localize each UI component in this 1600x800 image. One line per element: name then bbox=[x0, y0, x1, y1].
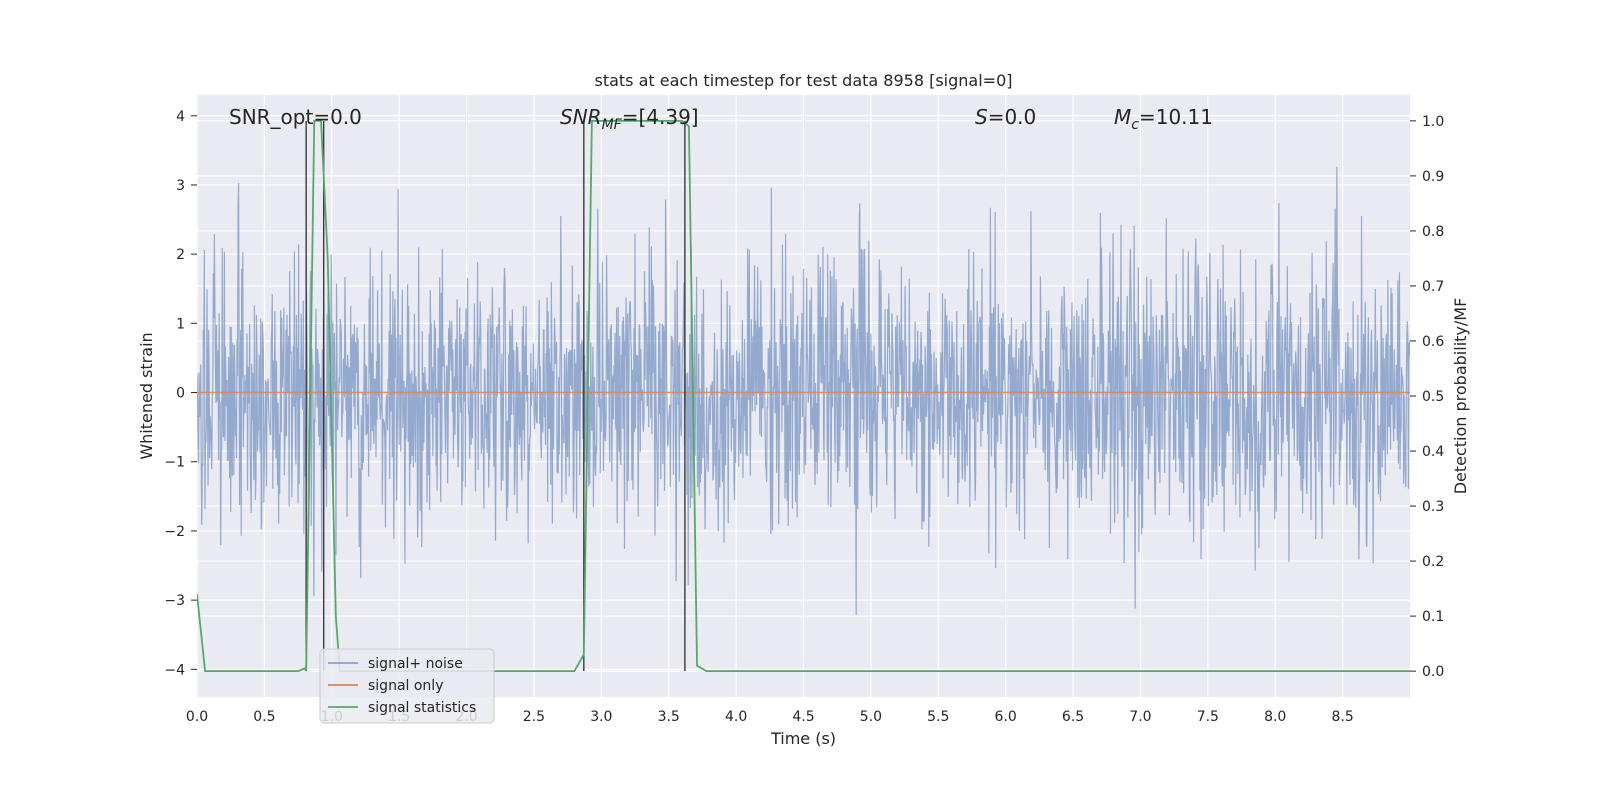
x-tick-label: 6.0 bbox=[995, 709, 1017, 725]
x-tick-label: 0.5 bbox=[253, 709, 275, 725]
legend-label: signal only bbox=[368, 678, 443, 694]
y-tick-label: 0 bbox=[176, 386, 185, 402]
x-tick-label: 6.5 bbox=[1062, 709, 1084, 725]
chart-title: stats at each timestep for test data 895… bbox=[594, 71, 1012, 90]
mc-base: M bbox=[1114, 105, 1131, 129]
legend: signal+ noise signal only signal statistic… bbox=[319, 648, 495, 724]
signal-statistics-series bbox=[197, 119, 1410, 673]
x-tick-label: 7.0 bbox=[1129, 709, 1151, 725]
mc-sub: c bbox=[1131, 117, 1139, 133]
y2-tick-label: 0.4 bbox=[1422, 444, 1444, 460]
x-tick-label: 0.0 bbox=[186, 709, 208, 725]
signal-noise-line bbox=[197, 166, 1410, 616]
y2-axis-label: Detection probability/MF bbox=[1451, 298, 1470, 495]
signal-statistics-line bbox=[197, 119, 1410, 673]
x-tick-label: 8.5 bbox=[1331, 709, 1353, 725]
x-axis-label: Time (s) bbox=[770, 729, 836, 748]
y2-tick-label: 0.2 bbox=[1422, 554, 1444, 570]
left-y-axis-ticks: 4 3 2 1 0 −1 −2 −3 −4 bbox=[164, 109, 197, 678]
snr-mf-sub: MF bbox=[602, 117, 623, 133]
detection-vertical-lines bbox=[305, 120, 686, 672]
y-tick-label: −2 bbox=[164, 524, 185, 540]
y-axis-label: Whitened strain bbox=[137, 332, 156, 459]
x-tick-label: 5.0 bbox=[860, 709, 882, 725]
y-tick-label: −3 bbox=[164, 593, 185, 609]
x-tick-label: 4.5 bbox=[792, 709, 814, 725]
y2-tick-label: 0.1 bbox=[1422, 609, 1444, 625]
y-tick-label: −1 bbox=[164, 455, 185, 471]
y-tick-label: 4 bbox=[176, 109, 185, 125]
annotation-snr-opt: SNR_opt=0.0 bbox=[229, 105, 362, 129]
legend-box bbox=[319, 648, 495, 724]
x-tick-label: 8.0 bbox=[1264, 709, 1286, 725]
snr-mf-base: SNR bbox=[560, 105, 602, 129]
y2-tick-label: 0.6 bbox=[1422, 334, 1444, 350]
x-tick-label: 3.0 bbox=[590, 709, 612, 725]
y-tick-label: 2 bbox=[176, 247, 185, 263]
y2-tick-label: 0.7 bbox=[1422, 279, 1444, 295]
y2-tick-label: 0.3 bbox=[1422, 499, 1444, 515]
y2-tick-label: 0.8 bbox=[1422, 224, 1444, 240]
y2-tick-label: 0.9 bbox=[1422, 169, 1444, 185]
x-tick-label: 7.5 bbox=[1197, 709, 1219, 725]
signal-noise-series bbox=[197, 166, 1410, 616]
x-tick-label: 4.0 bbox=[725, 709, 747, 725]
mc-value: =10.11 bbox=[1139, 105, 1213, 129]
y2-tick-label: 1.0 bbox=[1422, 114, 1444, 130]
y2-tick-label: 0.5 bbox=[1422, 389, 1444, 405]
x-tick-label: 5.5 bbox=[927, 709, 949, 725]
annotation-s: S=0.0 bbox=[975, 105, 1036, 129]
x-tick-label: 2.5 bbox=[523, 709, 545, 725]
y-tick-label: −4 bbox=[164, 662, 185, 678]
y-tick-label: 3 bbox=[176, 178, 185, 194]
right-y-axis-ticks: 1.0 0.9 0.8 0.7 0.6 0.5 0.4 0.3 0.2 0.1 0.0 bbox=[1410, 114, 1444, 680]
y-tick-label: 1 bbox=[176, 316, 185, 332]
legend-label: signal+ noise bbox=[368, 656, 463, 672]
s-value: =0.0 bbox=[988, 105, 1037, 129]
legend-label: signal statistics bbox=[368, 700, 476, 716]
y2-tick-label: 0.0 bbox=[1422, 664, 1444, 680]
x-tick-label: 3.5 bbox=[658, 709, 680, 725]
annotation-snr-mf: SNRMF=[4.39] bbox=[560, 105, 699, 133]
s-var: S bbox=[975, 105, 988, 129]
annotation-mc: Mc=10.11 bbox=[1114, 105, 1213, 133]
snr-mf-value: =[4.39] bbox=[622, 105, 699, 129]
